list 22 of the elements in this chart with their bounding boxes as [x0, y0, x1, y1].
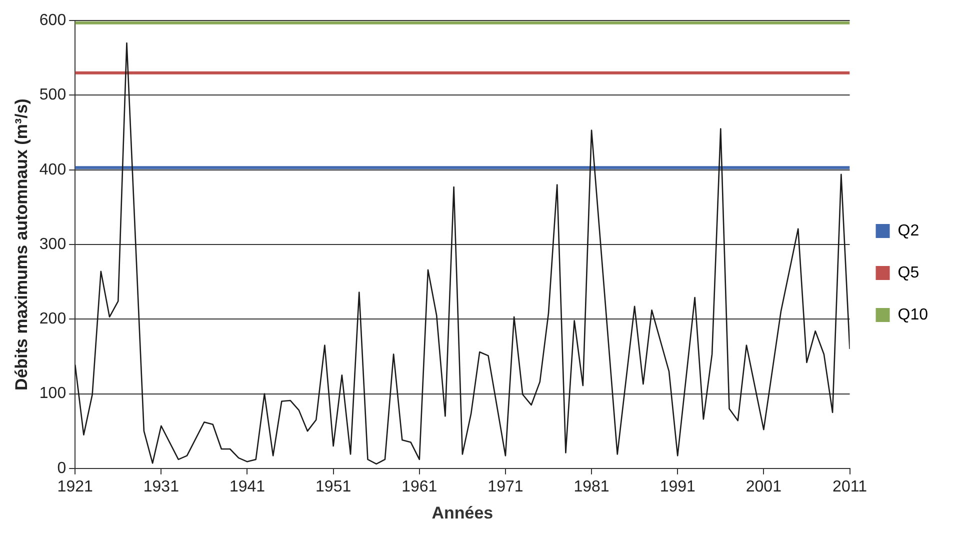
- y-tick-label: 500: [39, 86, 66, 104]
- y-tick-label: 100: [39, 385, 66, 402]
- y-tick-label: 300: [39, 236, 66, 253]
- x-tick-label: 1971: [488, 478, 524, 496]
- x-tick-label: 2011: [832, 478, 868, 496]
- x-tick-label: 1941: [229, 478, 266, 496]
- y-tick-label: 0: [57, 460, 66, 477]
- y-axis-title: Débits maximums automnaux (m³/s): [12, 98, 31, 390]
- x-tick-label: 1921: [57, 478, 93, 496]
- x-tick-label: 1951: [316, 478, 352, 496]
- legend-label: Q10: [898, 306, 928, 324]
- y-tick-label: 200: [39, 310, 66, 328]
- x-tick-label: 1981: [574, 478, 610, 496]
- x-tick-label: 2001: [746, 478, 782, 496]
- x-tick-label: 1961: [402, 478, 438, 496]
- legend-label: Q2: [898, 222, 920, 240]
- x-tick-label: 1991: [660, 478, 696, 496]
- legend-label: Q5: [898, 264, 920, 282]
- y-tick-label: 400: [39, 161, 66, 178]
- y-tick-label: 600: [39, 12, 66, 30]
- x-axis-title: Années: [432, 503, 494, 522]
- x-tick-label: 1931: [143, 478, 180, 496]
